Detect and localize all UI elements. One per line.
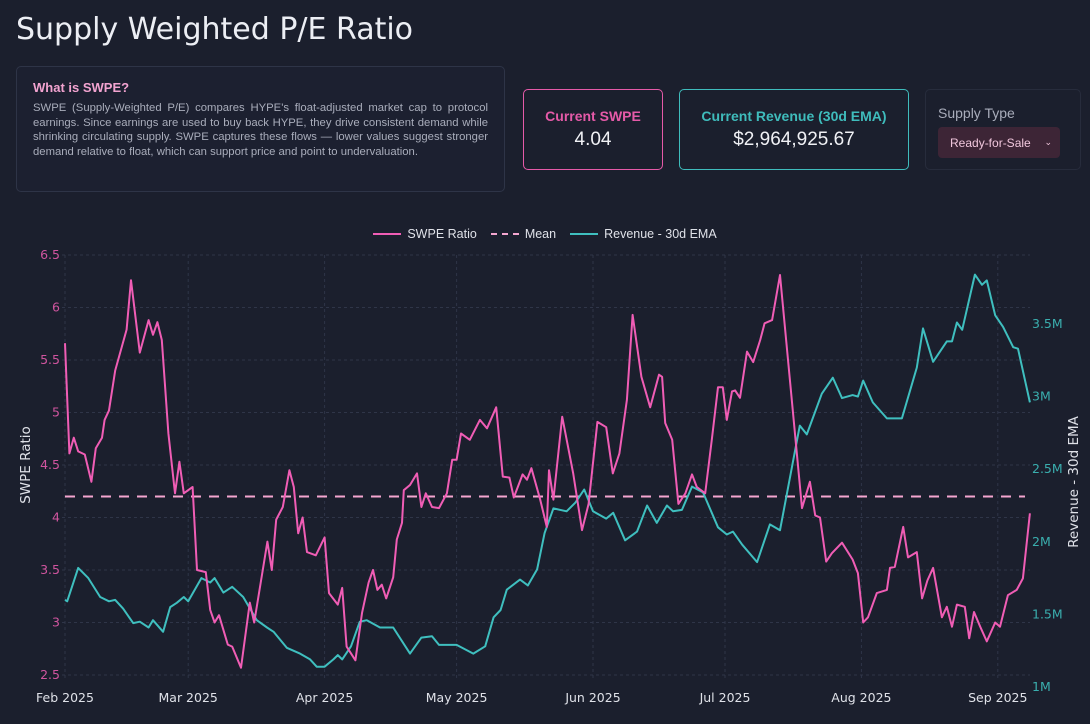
current-swpe-value: 4.04	[574, 129, 612, 150]
y-left-tick-label: 5	[52, 405, 60, 420]
current-revenue-card: Current Revenue (30d EMA) $2,964,925.67	[679, 89, 909, 170]
info-body: SWPE (Supply-Weighted P/E) compares HYPE…	[33, 102, 488, 158]
current-revenue-value: $2,964,925.67	[733, 129, 855, 150]
x-tick-label: Aug 2025	[831, 690, 891, 705]
supply-type-selected: Ready-for-Sale	[950, 135, 1031, 150]
x-tick-label: Jun 2025	[564, 690, 620, 705]
swpe-series-line	[64, 274, 1031, 669]
x-tick-label: May 2025	[426, 690, 488, 705]
x-tick-label: Apr 2025	[296, 690, 353, 705]
y-right-axis-title: Revenue - 30d EMA	[1066, 415, 1082, 547]
legend-swatch-swpe	[373, 233, 402, 235]
x-tick-label: Mar 2025	[159, 690, 218, 705]
y-left-tick-label: 6.5	[40, 247, 60, 262]
swpe-info-panel: What is SWPE? SWPE (Supply-Weighted P/E)…	[16, 66, 505, 192]
y-right-tick-label: 3.5M	[1032, 316, 1063, 331]
supply-type-label: Supply Type	[938, 105, 1015, 121]
info-heading: What is SWPE?	[33, 80, 130, 95]
y-right-tick-label: 3M	[1032, 389, 1051, 404]
revenue-series-line	[64, 273, 1031, 668]
supply-type-panel: Supply Type Ready-for-Sale ⌄	[925, 89, 1081, 170]
y-left-axis-title: SWPE Ratio	[18, 426, 34, 504]
y-right-tick-label: 2M	[1032, 534, 1051, 549]
y-left-tick-label: 4	[52, 510, 60, 525]
current-swpe-card: Current SWPE 4.04	[523, 89, 663, 170]
legend-item-revenue[interactable]: Revenue - 30d EMA	[570, 227, 717, 241]
chevron-down-icon: ⌄	[1044, 137, 1052, 147]
y-left-tick-label: 3.5	[40, 562, 60, 577]
x-tick-label: Feb 2025	[36, 690, 94, 705]
x-tick-label: Sep 2025	[968, 690, 1027, 705]
legend-swatch-mean	[490, 233, 519, 235]
swpe-chart: 2.5 3 3.5 4 4.5 5 5.5 6 6.5 Feb 2025 Mar 2025 Apr 2…	[18, 247, 1082, 705]
y-left-tick-label: 2.5	[40, 667, 60, 682]
legend-label: Revenue - 30d EMA	[604, 227, 717, 241]
y-left-tick-label: 6	[52, 300, 60, 315]
y-right-tick-label: 1.5M	[1032, 606, 1063, 621]
legend-label: SWPE Ratio	[407, 227, 477, 241]
current-swpe-label: Current SWPE	[545, 108, 641, 124]
legend-item-mean[interactable]: Mean	[490, 227, 557, 241]
y-left-tick-label: 4.5	[40, 457, 60, 472]
page-title: Supply Weighted P/E Ratio	[16, 12, 414, 47]
y-left-tick-label: 5.5	[40, 352, 60, 367]
x-tick-label: Jul 2025	[699, 690, 751, 705]
y-right-tick-label: 1M	[1032, 679, 1051, 694]
supply-type-select[interactable]: Ready-for-Sale ⌄	[938, 127, 1060, 158]
y-right-tick-label: 2.5M	[1032, 461, 1063, 476]
legend-label: Mean	[524, 227, 557, 241]
chart-legend: SWPE Ratio Mean Revenue - 30d EMA	[0, 227, 1090, 241]
legend-item-swpe[interactable]: SWPE Ratio	[373, 227, 477, 241]
legend-swatch-revenue	[570, 233, 599, 235]
current-revenue-label: Current Revenue (30d EMA)	[701, 108, 887, 124]
y-left-tick-label: 3	[52, 615, 60, 630]
